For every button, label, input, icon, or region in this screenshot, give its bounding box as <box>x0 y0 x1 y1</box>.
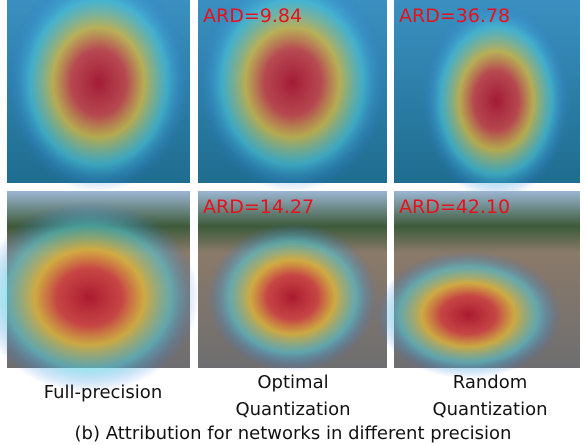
ard-label: ARD=42.10 <box>399 196 510 218</box>
column-label: Quantization <box>432 399 547 420</box>
column-label: Random <box>453 372 528 393</box>
column-label: Full-precision <box>44 382 162 403</box>
caption: (b) Attribution for networks in differen… <box>75 423 512 444</box>
heatmap <box>207 223 377 372</box>
heatmap <box>422 2 571 200</box>
column-label: Optimal <box>257 372 328 393</box>
figure: ARD=9.84 ARD=36.78 ARD=14.27 ARD=42.10 Full-… <box>0 0 586 445</box>
ard-label: ARD=14.27 <box>203 196 314 218</box>
column-label: Quantization <box>235 399 350 420</box>
heatmap <box>375 251 561 378</box>
ard-label: ARD=9.84 <box>203 5 302 27</box>
ard-label: ARD=36.78 <box>399 5 510 27</box>
